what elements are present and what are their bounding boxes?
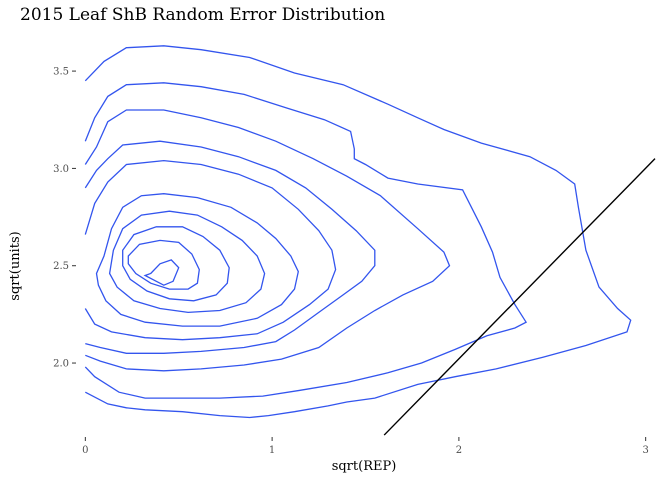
x-axis-label: sqrt(REP) <box>332 459 397 474</box>
contour-line-3 <box>84 109 451 372</box>
y-tick-label-3.0: 3.0 <box>53 164 69 175</box>
contour-line-7 <box>108 210 266 314</box>
reference-line-group <box>383 158 656 436</box>
contour-line-1 <box>84 45 632 419</box>
x-tick-label-0: 0 <box>82 445 88 456</box>
contour-line-2 <box>84 82 528 399</box>
x-tick-label-1: 1 <box>269 445 275 456</box>
reference-line <box>383 158 656 436</box>
x-tick-label-3: 3 <box>642 445 648 456</box>
chart-title: 2015 Leaf ShB Random Error Distribution <box>20 5 385 25</box>
contour-line-5 <box>84 159 337 341</box>
x-tick-label-2: 2 <box>456 445 462 456</box>
y-tick-label-2.5: 2.5 <box>53 261 69 272</box>
contour-line-6 <box>95 193 299 327</box>
y-axis: 2.0 2.5 3.0 3.5 <box>53 67 76 370</box>
y-tick-label-3.5: 3.5 <box>53 67 69 78</box>
contour-line-8 <box>122 226 230 302</box>
contour-line-4 <box>84 140 376 354</box>
x-axis: 0 1 2 3 <box>82 437 649 456</box>
contour-line-10 <box>143 259 180 286</box>
y-axis-label: sqrt(units) <box>8 231 23 300</box>
contour-line-9 <box>127 239 200 290</box>
y-tick-label-2.0: 2.0 <box>53 359 69 370</box>
contour-group <box>84 45 632 419</box>
